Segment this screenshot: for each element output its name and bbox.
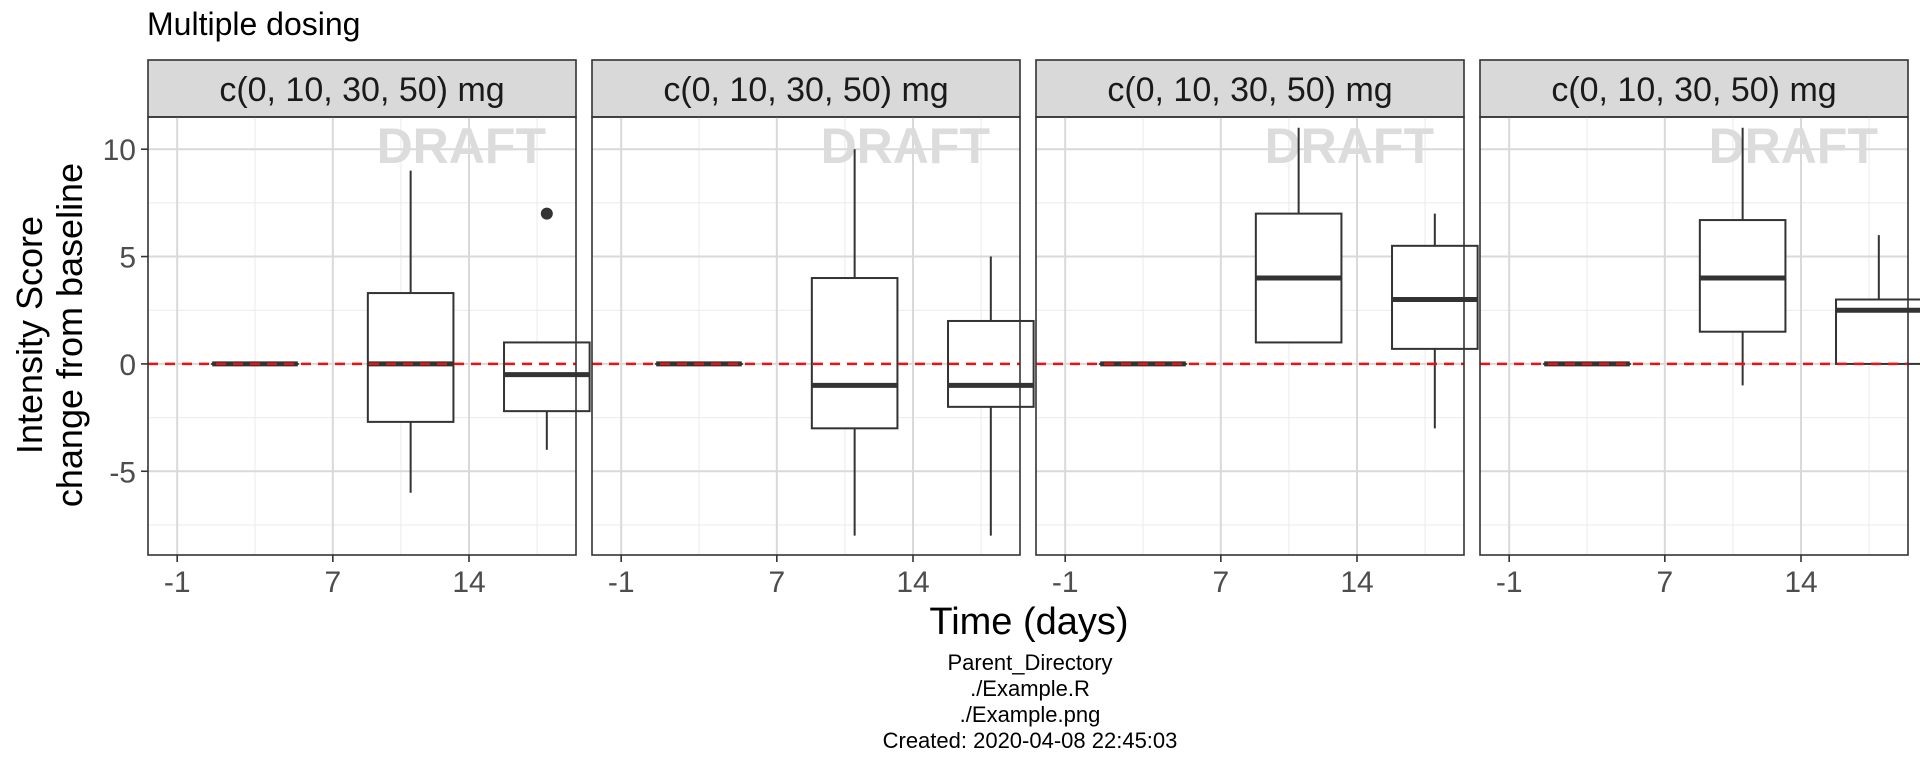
x-tick-label: 7 [1212,566,1229,599]
panel-border [1035,116,1465,556]
caption-line: Parent_Directory [947,650,1113,675]
facet-strip [1479,59,1909,118]
x-tick-label: 14 [452,566,485,599]
y-axis-title-line2: change from baseline [49,163,90,507]
facet-strip [1035,59,1465,118]
x-tick-label: -1 [164,566,191,599]
caption-line: ./Example.R [970,676,1090,701]
watermark: DRAFT [821,118,990,174]
facet-label: c(0, 10, 30, 50) mg [1551,71,1836,109]
y-axis-title-line1: Intensity Score [9,216,50,454]
x-tick-label: 14 [896,566,929,599]
x-tick-label: -1 [1496,566,1523,599]
facet-label: c(0, 10, 30, 50) mg [219,71,504,109]
panel-border [1479,116,1909,556]
x-tick-label: 7 [768,566,785,599]
panel-border [147,116,577,556]
x-tick-label: 14 [1340,566,1373,599]
watermark: DRAFT [1709,118,1878,174]
caption-line: Created: 2020-04-08 22:45:03 [882,728,1178,753]
facet-label: c(0, 10, 30, 50) mg [663,71,948,109]
x-tick-label: 7 [1656,566,1673,599]
box [810,277,899,430]
caption-line: ./Example.png [959,702,1101,727]
x-tick-label: -1 [1052,566,1079,599]
watermark: DRAFT [1265,118,1434,174]
x-tick-label: 14 [1784,566,1817,599]
x-tick-label: -1 [608,566,635,599]
y-tick-label: 5 [119,242,136,275]
watermark: DRAFT [377,118,546,174]
box [366,292,455,423]
y-tick-label: 0 [119,349,136,382]
outlier-point [540,207,553,220]
y-tick-label: 10 [103,134,136,167]
x-axis-title: Time (days) [929,601,1128,643]
panel-border [591,116,1021,556]
y-tick-label: -5 [109,456,136,489]
panel-background [148,117,576,555]
page-title: Multiple dosing [147,6,361,42]
x-tick-label: 7 [324,566,341,599]
facet-label: c(0, 10, 30, 50) mg [1107,71,1392,109]
